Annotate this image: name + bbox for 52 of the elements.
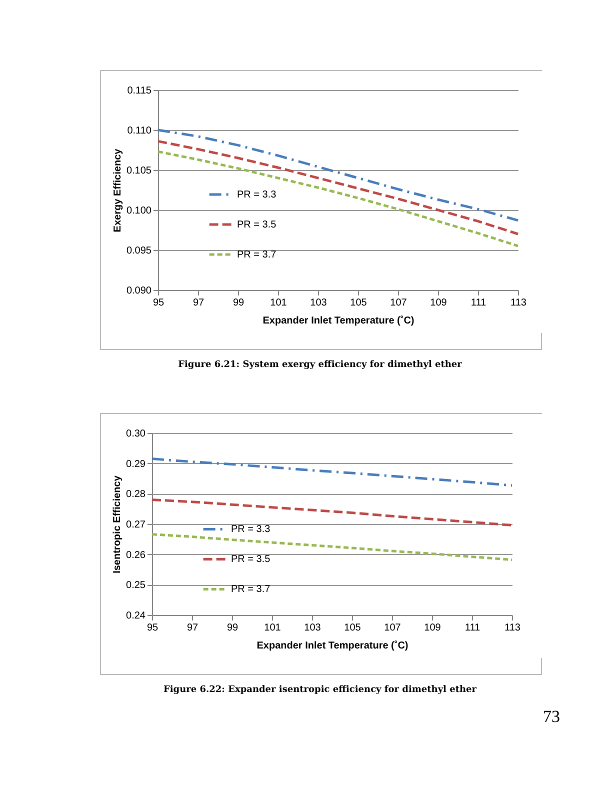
line-series bbox=[156, 140, 520, 236]
x-tick-label: 97 bbox=[192, 298, 204, 308]
legend-label: PR = 3.7 bbox=[231, 584, 271, 596]
x-tick-label: 99 bbox=[232, 298, 244, 308]
legend-label: PR = 3.3 bbox=[231, 524, 271, 536]
x-tick-label: 97 bbox=[186, 622, 198, 634]
x-tick-label: 109 bbox=[424, 622, 442, 634]
legend-label: PR = 3.7 bbox=[237, 250, 277, 260]
x-tick-label: 95 bbox=[146, 622, 158, 634]
x-tick-label: 113 bbox=[504, 622, 521, 634]
x-tick-label: 111 bbox=[470, 298, 487, 308]
y-tick-label: 0.30 bbox=[126, 428, 146, 440]
y-tick-label: 0.25 bbox=[126, 580, 146, 592]
line-series bbox=[150, 533, 514, 562]
x-tick-label: 101 bbox=[264, 622, 282, 634]
x-tick-label: 101 bbox=[270, 298, 288, 308]
line-series bbox=[150, 458, 514, 487]
x-tick-label: 107 bbox=[384, 622, 402, 634]
x-tick-label: 109 bbox=[430, 298, 448, 308]
caption: Figure 6.22: Expander isentropic efficiency for dimethyl ether bbox=[162, 685, 478, 695]
x-axis-title: Expander Inlet Temperature (˚C) bbox=[262, 314, 414, 326]
legend-label: PR = 3.5 bbox=[237, 220, 277, 230]
line-series bbox=[150, 498, 514, 526]
x-tick-label: 99 bbox=[226, 622, 238, 634]
x-tick-label: 113 bbox=[510, 298, 527, 308]
x-tick-label: 105 bbox=[350, 298, 368, 308]
y-tick-label: 0.100 bbox=[126, 206, 152, 216]
y-tick-label: 0.26 bbox=[126, 550, 146, 561]
text: 73 bbox=[542, 707, 560, 727]
y-tick-label: 0.24 bbox=[126, 610, 146, 622]
legend-label: PR = 3.5 bbox=[231, 554, 271, 566]
x-tick-label: 103 bbox=[304, 622, 322, 634]
x-tick-label: 105 bbox=[344, 622, 362, 634]
y-tick-label: 0.115 bbox=[127, 86, 152, 96]
y-tick-label: 0.27 bbox=[126, 520, 146, 530]
y-tick-label: 0.28 bbox=[126, 489, 146, 500]
x-tick-label: 95 bbox=[152, 298, 164, 308]
x-tick-label: 103 bbox=[310, 298, 328, 308]
y-tick-label: 0.095 bbox=[126, 246, 152, 256]
caption: Figure 6.21: System exergy efficiency for dimethyl ether bbox=[177, 360, 463, 370]
y-axis-title: Exergy Efficiency bbox=[112, 148, 124, 232]
line-series bbox=[156, 150, 520, 248]
y-axis-title: Isentropic Efficiency bbox=[112, 475, 124, 574]
legend-label: PR = 3.3 bbox=[237, 190, 277, 200]
x-tick-label: 111 bbox=[464, 622, 481, 634]
line-series bbox=[156, 128, 520, 222]
y-tick-label: 0.105 bbox=[126, 166, 152, 176]
x-tick-label: 107 bbox=[390, 298, 408, 308]
x-axis-title: Expander Inlet Temperature (˚C) bbox=[256, 640, 408, 652]
y-tick-label: 0.090 bbox=[126, 286, 152, 296]
y-tick-label: 0.29 bbox=[126, 458, 146, 470]
y-tick-label: 0.110 bbox=[127, 126, 152, 136]
